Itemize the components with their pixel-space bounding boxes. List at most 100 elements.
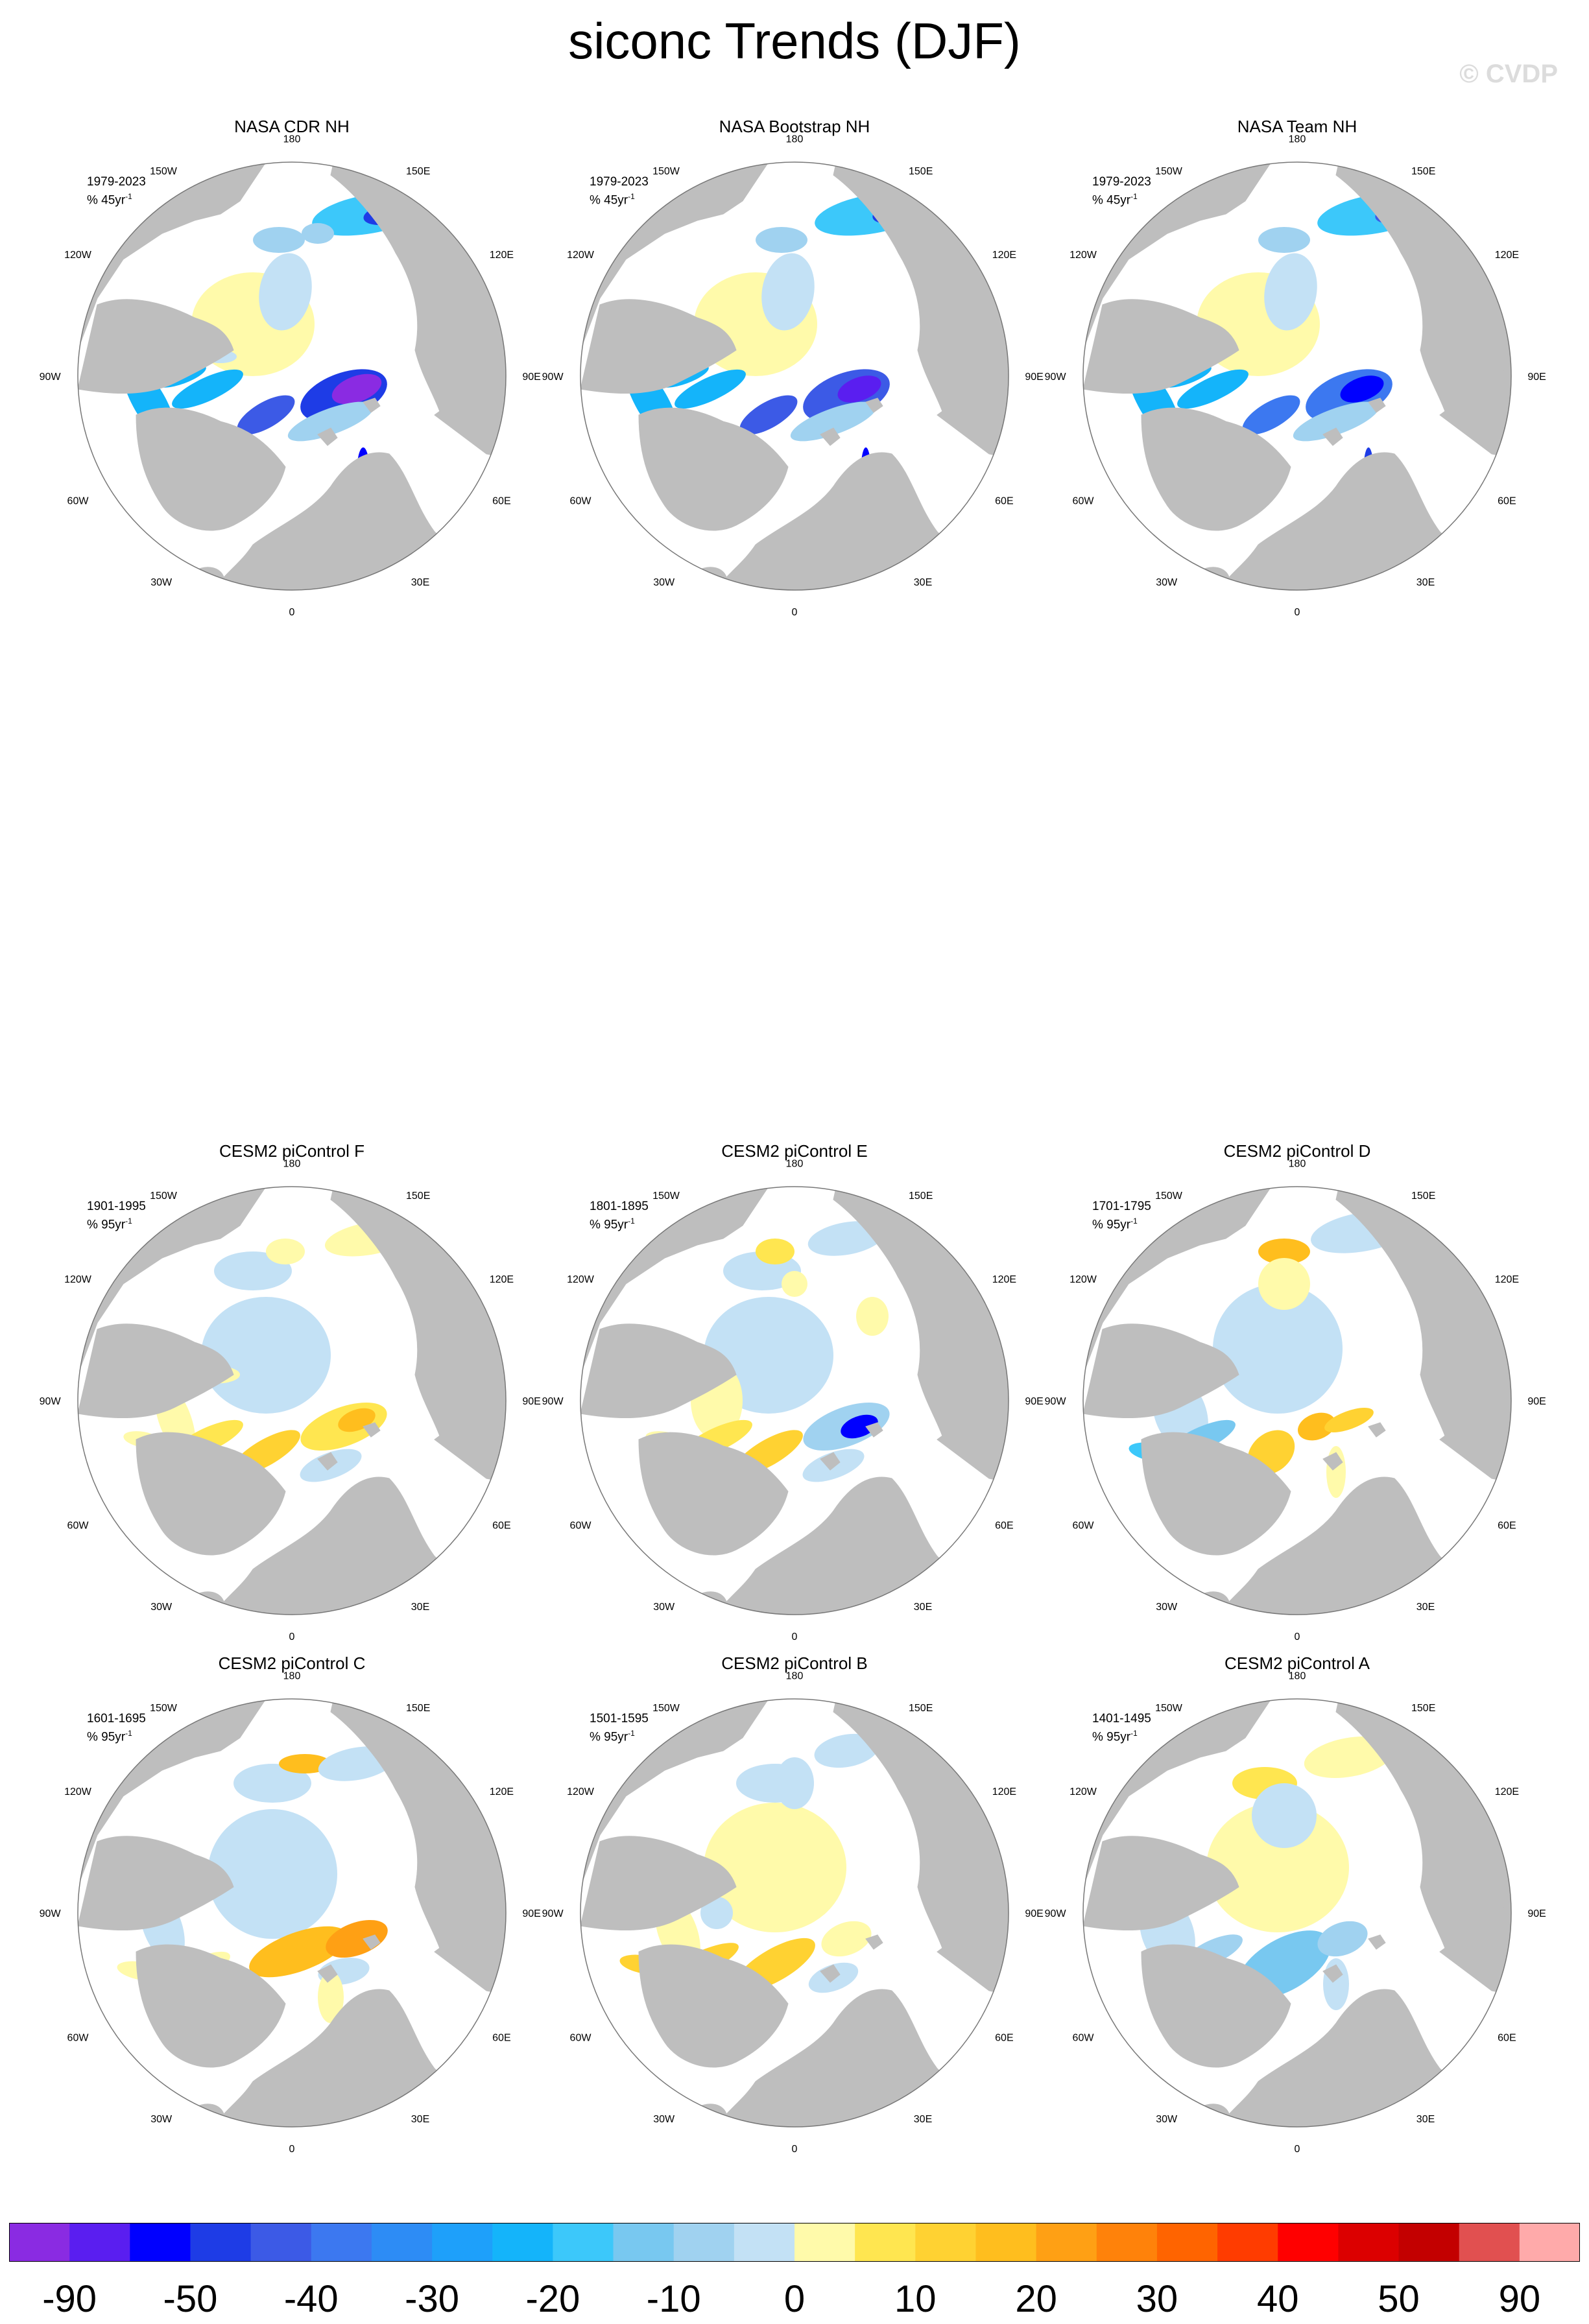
longitude-label: 180 <box>1289 134 1306 145</box>
longitude-label: 90W <box>40 1908 62 1919</box>
trend-patch <box>1242 395 1300 435</box>
longitude-label: 60E <box>1498 495 1516 506</box>
longitude-label: 90E <box>1025 1908 1043 1919</box>
colorbar-tick-label: -20 <box>525 2278 580 2320</box>
land-shape <box>1439 1886 1511 2004</box>
longitude-label: 90E <box>1527 1396 1546 1407</box>
land-shape <box>820 1964 841 1983</box>
longitude-label: 30E <box>1416 1602 1435 1613</box>
panel-metadata: 1801-1895% 95yr-1 <box>590 1200 649 1232</box>
period-label: 1979-2023 <box>1092 175 1151 189</box>
land-shape <box>937 1374 1009 1492</box>
trend-patch <box>700 1897 733 1929</box>
longitude-label: 150E <box>406 166 430 177</box>
colorbar-swatch <box>553 2223 614 2262</box>
longitude-label: 30W <box>1156 1602 1178 1613</box>
panel-metadata: 1979-2023% 45yr-1 <box>1092 175 1151 208</box>
longitude-label: 60E <box>492 495 510 506</box>
units-exponent: -1 <box>1130 1729 1138 1738</box>
map-panel: CESM2 piControl D 180 150E 120E 90E 60E 30E 0 30… <box>1045 1141 1546 1642</box>
watermark: © CVDP <box>1459 60 1558 88</box>
colorbar-swatch <box>975 2223 1037 2262</box>
longitude-label: 0 <box>792 2144 798 2155</box>
units-label: % 95yr-1 <box>1092 1214 1151 1232</box>
land-shape <box>638 407 789 531</box>
land-shape <box>317 1452 338 1471</box>
trend-patch <box>704 1803 846 1932</box>
panel-title: CESM2 piControl E <box>721 1141 868 1161</box>
units-label: % 95yr-1 <box>87 1726 146 1744</box>
trend-patch <box>214 1251 292 1290</box>
trend-patch <box>856 1297 889 1336</box>
colorbar-swatch <box>190 2223 252 2262</box>
units-text: % 95yr <box>87 1730 126 1744</box>
longitude-label: 60W <box>570 495 592 506</box>
map-border <box>77 1186 507 1615</box>
longitude-label: 120W <box>1069 1786 1097 1797</box>
longitude-label: 150E <box>909 166 933 177</box>
trend-patch <box>1252 1783 1317 1848</box>
colorbar-tick-label: -90 <box>42 2278 97 2320</box>
trend-patch <box>790 401 877 442</box>
panel-title: NASA Bootstrap NH <box>719 117 870 136</box>
map-border <box>580 1698 1009 2128</box>
longitude-label: 90E <box>522 1396 540 1407</box>
period-label: 1979-2023 <box>87 175 146 189</box>
units-exponent: -1 <box>628 1729 635 1738</box>
longitude-label: 30E <box>914 1602 932 1613</box>
trend-patch <box>259 253 312 331</box>
longitude-label: 60E <box>492 1520 510 1531</box>
units-text: % 95yr <box>590 1730 628 1744</box>
page-title: siconc Trends (DJF) <box>568 12 1021 69</box>
trend-patch <box>1177 369 1248 409</box>
trend-patch <box>675 369 746 409</box>
colorbar-swatch <box>855 2223 916 2262</box>
land-shape <box>78 1836 234 1931</box>
map-border <box>77 1698 507 2128</box>
trend-patch <box>253 227 305 253</box>
trend-patch <box>756 227 807 253</box>
trend-patch <box>302 223 334 244</box>
longitude-label: 30W <box>1156 577 1178 588</box>
longitude-label: 150E <box>406 1191 430 1202</box>
land-shape <box>434 350 506 468</box>
longitude-label: 90E <box>1025 1396 1043 1407</box>
units-label: % 95yr-1 <box>87 1214 146 1232</box>
trend-patch <box>761 253 815 331</box>
longitude-label: 150W <box>652 166 680 177</box>
land-shape <box>78 299 234 394</box>
longitude-label: 30E <box>1416 577 1435 588</box>
period-label: 1801-1895 <box>590 1200 649 1213</box>
trend-patch <box>237 395 295 435</box>
longitude-label: 180 <box>1289 1159 1306 1170</box>
units-exponent: -1 <box>1130 192 1138 201</box>
map-border <box>77 161 507 591</box>
longitude-label: 30W <box>653 1602 675 1613</box>
trend-patch <box>201 1297 331 1414</box>
longitude-label: 120W <box>1069 250 1097 261</box>
map-panel: CESM2 piControl C 180 150E 120E 90E 60E 30E 0 30… <box>40 1654 541 2155</box>
colorbar-swatch <box>1036 2223 1097 2262</box>
longitude-label: 90W <box>40 372 62 383</box>
longitude-label: 90E <box>522 1908 540 1919</box>
panel-metadata: 1501-1595% 95yr-1 <box>590 1712 649 1744</box>
longitude-label: 60W <box>1073 2032 1095 2043</box>
units-exponent: -1 <box>628 1216 635 1226</box>
longitude-label: 90E <box>1025 372 1043 383</box>
colorbar-swatch <box>1398 2223 1460 2262</box>
longitude-label: 180 <box>283 134 301 145</box>
land-shape <box>937 350 1009 468</box>
land-shape <box>580 1836 737 1931</box>
longitude-label: 0 <box>289 1631 295 1642</box>
longitude-label: 30E <box>914 577 932 588</box>
map-panel: CESM2 piControl F 180 150E 120E 90E 60E 30E 0 30… <box>40 1141 541 1642</box>
land-shape <box>865 397 883 413</box>
longitude-label: 120E <box>992 250 1016 261</box>
period-label: 1701-1795 <box>1092 1200 1151 1213</box>
units-label: % 95yr-1 <box>1092 1726 1151 1744</box>
longitude-label: 30E <box>1416 2114 1435 2125</box>
land-shape <box>363 1934 381 1950</box>
longitude-label: 120W <box>567 250 595 261</box>
longitude-label: 120E <box>490 1786 514 1797</box>
longitude-label: 60E <box>492 2032 510 2043</box>
